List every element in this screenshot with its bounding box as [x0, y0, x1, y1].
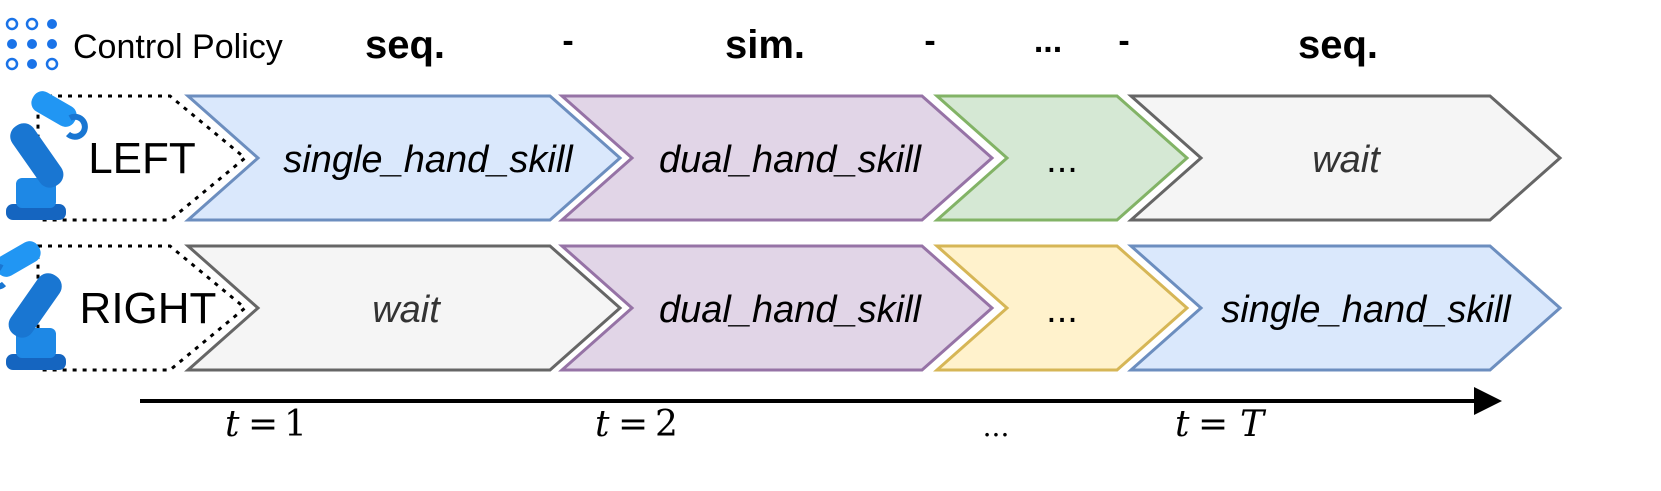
dot-grid-icon — [5, 17, 59, 71]
arm-label-box — [36, 244, 248, 372]
tick-variable: t — [225, 404, 240, 445]
skill-label: single_hand_skill — [283, 139, 574, 181]
skill-label: dual_hand_skill — [659, 289, 923, 331]
skill-chevron — [1127, 244, 1563, 372]
robot-arm-icon — [6, 87, 85, 220]
skill-chevron — [184, 94, 623, 222]
skill-label: ... — [1046, 139, 1078, 181]
phase-label: sim. — [725, 23, 805, 67]
phase-label: seq. — [1298, 23, 1378, 67]
arm-label-box — [36, 94, 248, 222]
skill-chevron — [933, 244, 1190, 372]
timeline: t = 1 t = 2 ... t = T — [140, 387, 1502, 445]
phase-separator: - — [924, 22, 935, 60]
skill-chevron — [1127, 94, 1563, 222]
time-tick: t = T — [1175, 404, 1267, 445]
phase-separator: - — [562, 22, 573, 60]
time-axis-arrowhead — [1474, 387, 1502, 415]
skill-chevron — [184, 244, 623, 372]
arm-row-right: RIGHT wait dual_hand_skill ... single_ha… — [0, 237, 1563, 372]
tick-value: T — [1240, 404, 1267, 445]
time-tick: t = 1 — [225, 404, 307, 445]
tick-equals: = — [618, 404, 648, 445]
skill-label: ... — [1046, 289, 1078, 331]
control-policy-header: Control Policy seq. - sim. - ... - seq. — [5, 17, 1378, 71]
arm-label-left: LEFT — [88, 134, 196, 183]
arm-label-right: RIGHT — [80, 284, 217, 333]
tick-ellipsis: ... — [983, 410, 1010, 443]
tick-variable: t — [1175, 404, 1190, 445]
control-policy-label: Control Policy — [73, 28, 283, 66]
robot-arm-icon — [0, 237, 66, 370]
phase-separator: - — [1118, 22, 1129, 60]
skill-label: wait — [372, 289, 441, 331]
skill-label: dual_hand_skill — [659, 139, 923, 181]
skill-chevron — [558, 94, 995, 222]
phase-ellipsis: ... — [1034, 22, 1062, 60]
tick-value: 1 — [284, 404, 307, 445]
skill-chevron — [933, 94, 1190, 222]
tick-equals: = — [1198, 404, 1228, 445]
time-tick: t = 2 — [595, 404, 678, 445]
tick-equals: = — [248, 404, 278, 445]
tick-value: 2 — [655, 404, 678, 445]
phase-label: seq. — [365, 23, 445, 67]
skill-label: wait — [1312, 139, 1381, 181]
skill-chevron — [558, 244, 995, 372]
skill-label: single_hand_skill — [1221, 289, 1512, 331]
arm-row-left: LEFT single_hand_skill dual_hand_skill .… — [6, 87, 1563, 222]
tick-variable: t — [595, 404, 610, 445]
